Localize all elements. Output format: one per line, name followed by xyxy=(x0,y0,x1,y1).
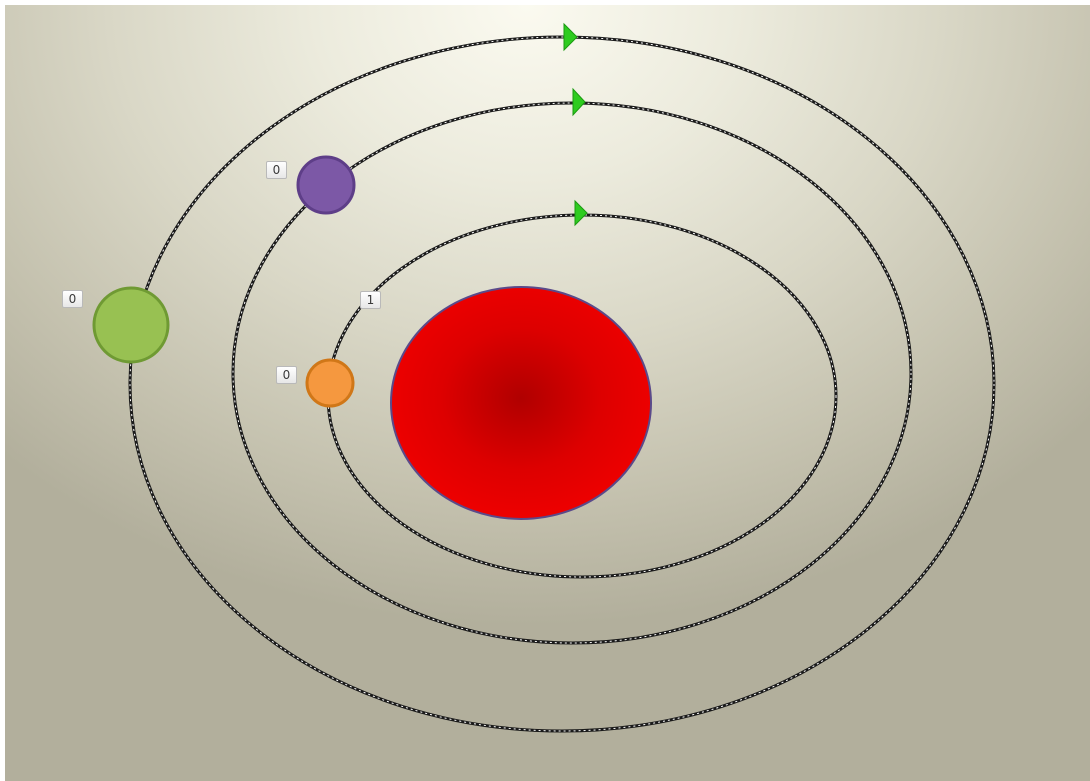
green-triangle-marker[interactable] xyxy=(572,87,586,117)
green-triangle-marker[interactable] xyxy=(574,199,588,227)
sun[interactable] xyxy=(390,286,652,520)
orbit-diagram xyxy=(92,22,996,733)
green-triangle-marker[interactable] xyxy=(563,22,578,52)
purple-planet-count-label: 0 xyxy=(266,161,287,179)
orange-planet-count-label: 0 xyxy=(276,366,297,384)
green-planet-count-label: 0 xyxy=(62,290,83,308)
purple-planet[interactable] xyxy=(296,155,356,215)
inner-orbit-count-label: 1 xyxy=(360,291,381,309)
orange-planet[interactable] xyxy=(305,358,355,408)
outer-orbit xyxy=(128,35,996,733)
orbit-canvas: 0 0 0 1 xyxy=(5,5,1090,781)
green-planet[interactable] xyxy=(92,286,170,364)
middle-orbit xyxy=(231,101,913,645)
